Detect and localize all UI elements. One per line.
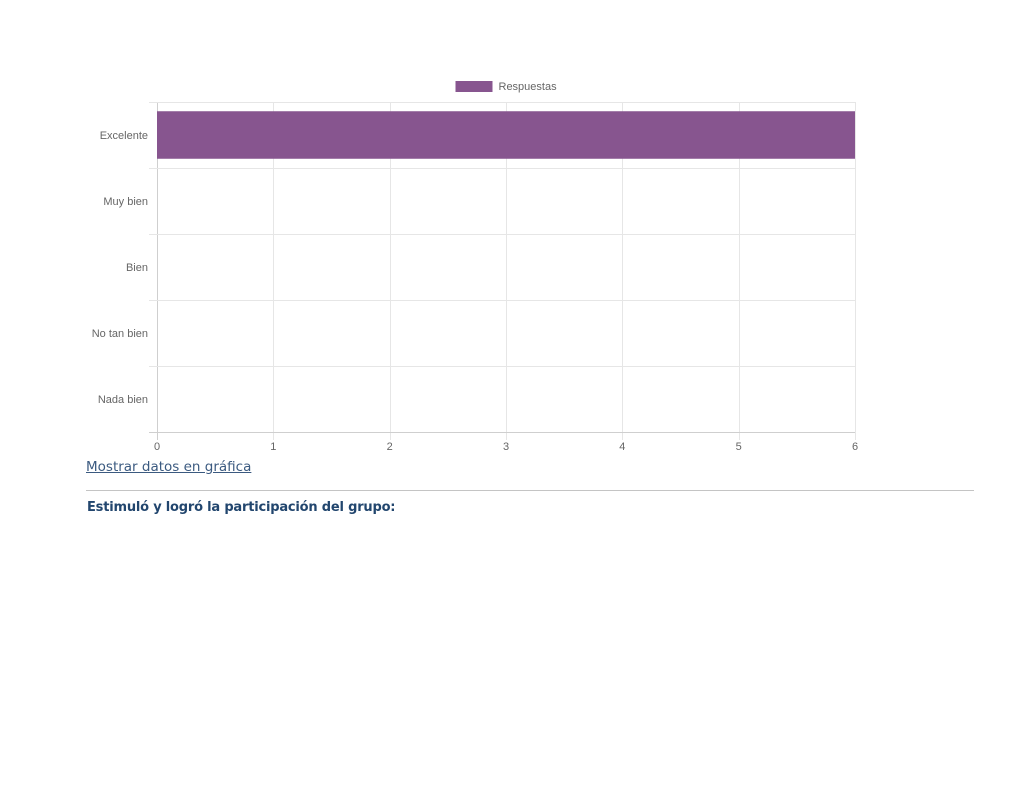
chart-legend[interactable]: Respuestas [455, 81, 558, 93]
y-tick-label: Bien [126, 262, 148, 274]
x-axis-labels: 0 1 2 3 4 5 6 [154, 441, 858, 453]
show-data-link[interactable]: Mostrar datos en gráfica [86, 459, 252, 475]
chart-svg: Respuestas Excelente Muy bien Bien No tan b… [92, 81, 858, 453]
divider [86, 490, 974, 491]
y-tick-label: Muy bien [103, 196, 148, 208]
y-tick-label: Excelente [100, 130, 148, 142]
question-title: Estimuló y logró la participación del gr… [87, 500, 396, 515]
chart-bars [157, 111, 855, 159]
y-axis-labels: Excelente Muy bien Bien No tan bien Nada bie… [92, 130, 148, 406]
x-tick-label: 4 [619, 441, 625, 453]
x-tick-label: 1 [270, 441, 276, 453]
x-tick-label: 0 [154, 441, 160, 453]
legend-swatch [455, 81, 493, 92]
y-tick-label: No tan bien [92, 328, 148, 340]
x-tick-label: 5 [736, 441, 742, 453]
bar-chart: Respuestas Excelente Muy bien Bien No tan b… [92, 81, 858, 453]
x-tick-label: 6 [852, 441, 858, 453]
x-tick-label: 3 [503, 441, 509, 453]
legend-label: Respuestas [499, 81, 558, 93]
bar-excelente[interactable] [157, 111, 855, 159]
y-tick-label: Nada bien [98, 394, 148, 406]
x-tick-label: 2 [387, 441, 393, 453]
